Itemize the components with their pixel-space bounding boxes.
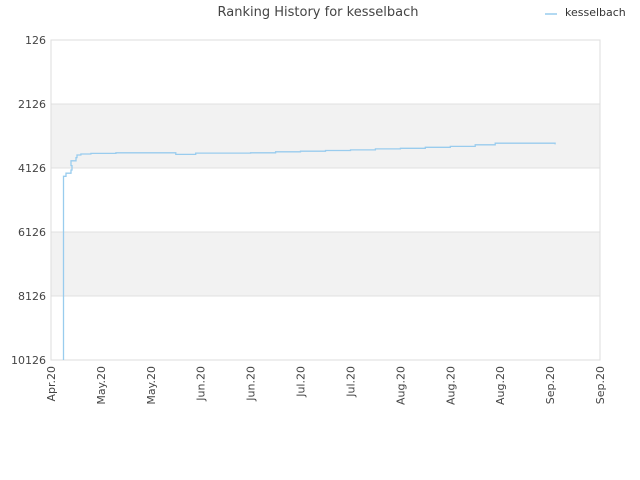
chart-title: Ranking History for kesselbach [218,5,419,20]
y-tick-label: 8126 [18,290,46,303]
legend-label-kesselbach: kesselbach [565,6,626,19]
gridlines [51,39,600,361]
x-tick-label: Apr.20 [45,366,58,402]
background-band [51,104,600,168]
x-tick-label: Jul.20 [344,366,357,398]
y-tick-label: 6126 [18,226,46,239]
x-tick-label: Jun.20 [195,366,208,402]
plot-border [50,39,601,361]
background-bands [51,104,600,296]
series-layer [62,142,556,360]
x-tick-label: Aug.20 [444,366,457,405]
x-tick-label: May.20 [95,366,108,405]
x-axis-ticks: Apr.20 May.20 May.20 Jun.20 Jun.20 Jul.20 Jul.… [45,366,607,405]
y-axis-ticks: 126 2126 4126 6126 8126 10126 [11,34,46,367]
x-tick-label: Aug.20 [394,366,407,405]
x-tick-label: Aug.20 [494,366,507,405]
x-tick-label: May.20 [145,366,158,405]
background-band [51,232,600,296]
y-tick-label: 10126 [11,354,46,367]
y-tick-label: 2126 [18,98,46,111]
series-line-kesselbach [62,142,556,360]
y-tick-label: 126 [25,34,46,47]
x-tick-label: Sep.20 [544,366,557,404]
x-tick-label: Sep.20 [594,366,607,404]
legend[interactable]: kesselbach [545,6,626,19]
x-tick-label: Jun.20 [245,366,258,402]
x-tick-label: Jul.20 [295,366,308,398]
y-tick-label: 4126 [18,162,46,175]
